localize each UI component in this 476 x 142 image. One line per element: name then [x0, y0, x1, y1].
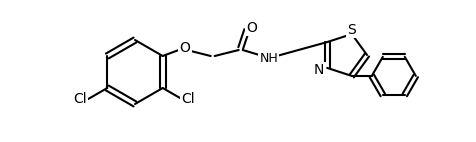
Text: O: O: [246, 21, 257, 35]
Text: NH: NH: [259, 52, 278, 64]
Text: N: N: [314, 63, 324, 77]
Text: Cl: Cl: [181, 92, 195, 106]
Text: Cl: Cl: [73, 92, 87, 106]
Text: S: S: [347, 23, 356, 37]
Text: O: O: [179, 41, 190, 55]
